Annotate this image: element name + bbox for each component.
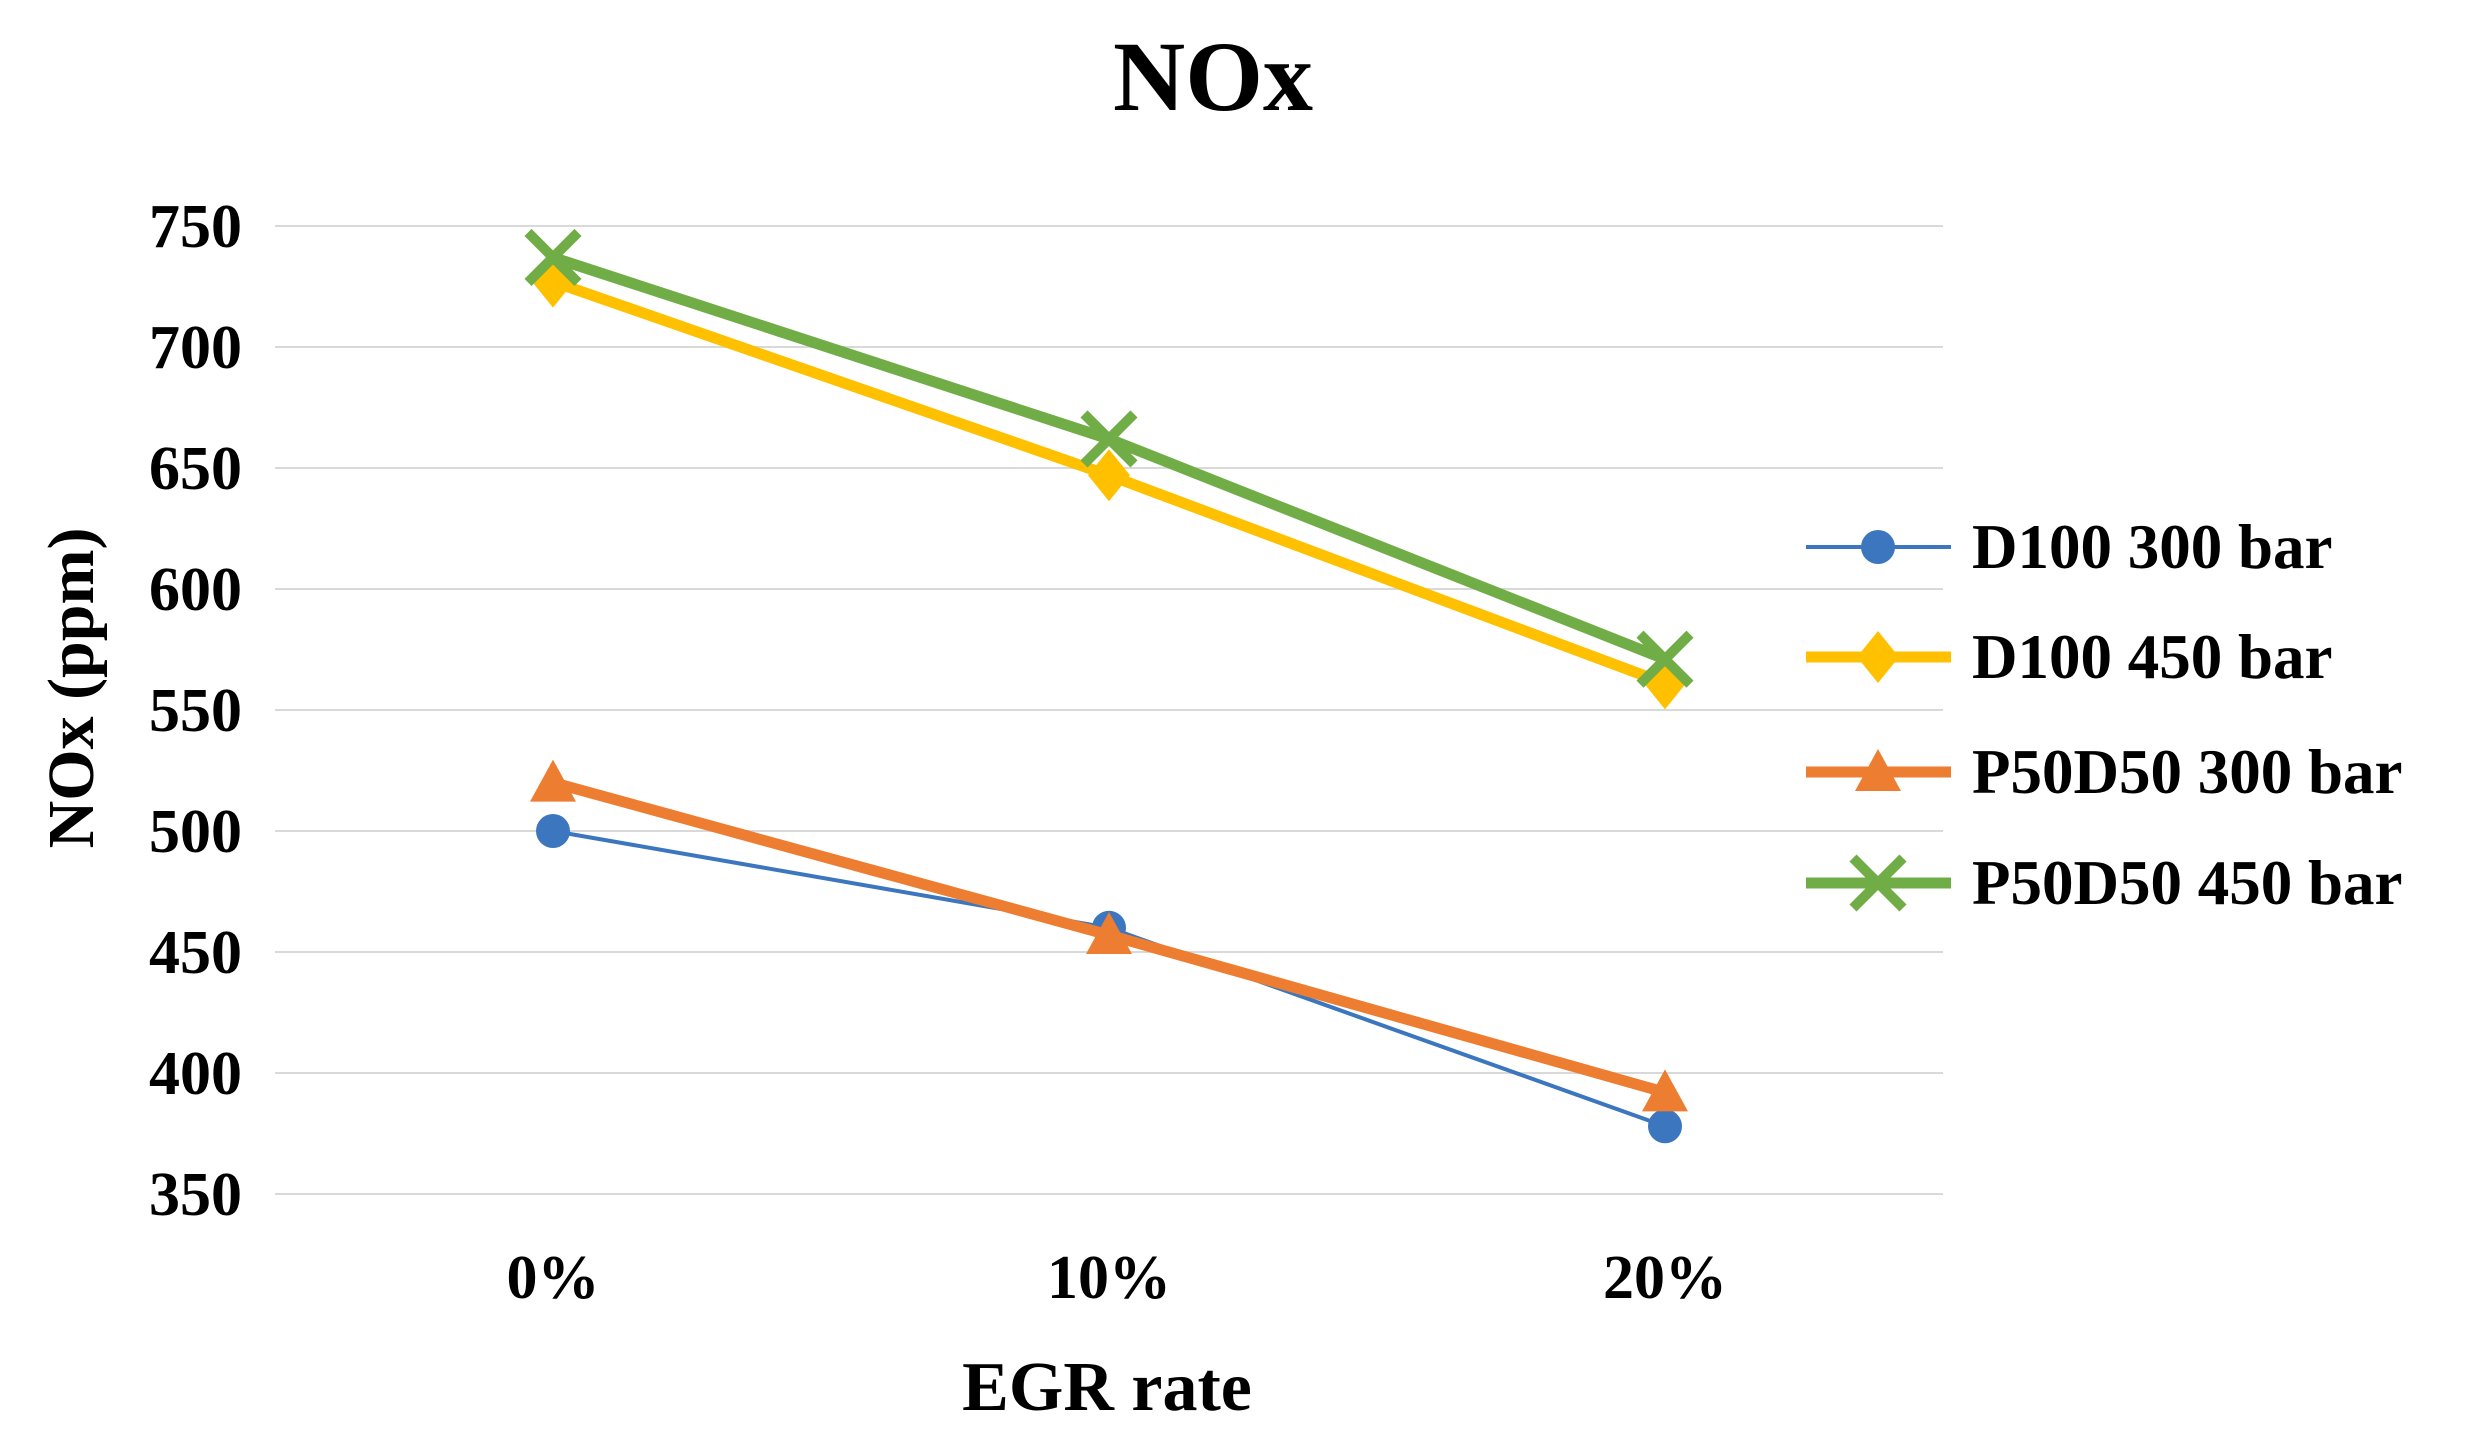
- chart-title: NOx: [1113, 21, 1313, 132]
- series-line-d100-300-bar: [552, 829, 1666, 1129]
- x-tick-label: 20%: [1603, 1244, 1727, 1312]
- y-tick-label: 350: [149, 1161, 242, 1229]
- legend-label: P50D50 300 bar: [1972, 736, 2403, 807]
- legend-item-p50d50-300-bar: P50D50 300 bar: [1806, 717, 2402, 827]
- legend-marker-circle-icon: [1806, 530, 1951, 564]
- marker-circle-icon: [1648, 1109, 1682, 1144]
- marker-diamond-icon: [1857, 631, 1899, 683]
- legend: D100 300 bar D100 450 bar P50D50 300 bar P5…: [1806, 492, 2466, 952]
- marker-triangle-icon: [1642, 1069, 1688, 1112]
- marker-x-icon: [1849, 854, 1907, 912]
- y-tick-label: 400: [149, 1040, 242, 1108]
- legend-label: D100 450 bar: [1972, 621, 2333, 692]
- marker-circle-icon: [1861, 530, 1895, 564]
- legend-item-p50d50-450-bar: P50D50 450 bar: [1806, 828, 2402, 938]
- marker-triangle-icon: [1086, 912, 1132, 955]
- marker-diamond-icon: [1088, 449, 1130, 502]
- legend-marker-diamond-icon: [1806, 631, 1951, 683]
- legend-marker-x-icon: [1806, 854, 1951, 912]
- marker-x-icon: [524, 228, 582, 286]
- legend-item-d100-450-bar: D100 450 bar: [1806, 602, 2333, 712]
- y-tick-label: 700: [149, 314, 242, 382]
- y-tick-label: 550: [149, 677, 242, 745]
- legend-label: P50D50 450 bar: [1972, 847, 2403, 918]
- x-axis-title: EGR rate: [962, 1349, 1252, 1426]
- marker-x-icon: [1080, 410, 1138, 468]
- x-tick-label: 10%: [1047, 1244, 1171, 1312]
- legend-item-d100-300-bar: D100 300 bar: [1806, 492, 2333, 602]
- x-tick-label: 0%: [507, 1244, 600, 1312]
- y-tick-label: 650: [149, 435, 242, 503]
- marker-triangle-icon: [1855, 749, 1901, 791]
- y-tick-label: 750: [149, 193, 242, 261]
- marker-triangle-icon: [530, 759, 576, 802]
- marker-circle-icon: [536, 814, 570, 848]
- y-tick-label: 450: [149, 919, 242, 987]
- marker-x-icon: [1636, 630, 1694, 688]
- y-tick-label: 600: [149, 556, 242, 624]
- y-tick-label: 500: [149, 798, 242, 866]
- legend-label: D100 300 bar: [1972, 511, 2333, 582]
- legend-marker-triangle-icon: [1806, 749, 1951, 791]
